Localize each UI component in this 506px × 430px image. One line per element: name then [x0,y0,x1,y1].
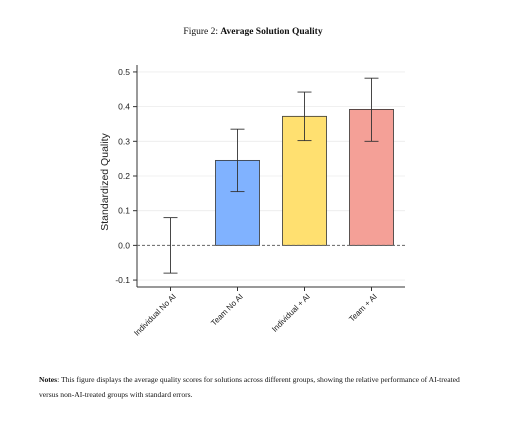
notes-text: : This figure displays the average quali… [39,375,460,399]
notes-label: Notes [39,375,58,384]
figure-title-text: Average Solution Quality [220,27,323,37]
figure-notes: Notes: This figure displays the average … [39,373,479,402]
y-tick-label: 0.3 [118,136,130,146]
x-tick-label: Team No AI [209,292,245,328]
y-tick-label: 0.4 [118,102,130,112]
x-tick-label: Team + AI [347,292,379,324]
figure-number: Figure 2: [183,27,218,37]
y-tick-label: 0.2 [118,171,130,181]
y-tick-label: 0.5 [118,67,130,77]
y-axis-title: Standardized Quality [99,133,111,231]
bar-chart: -0.1 0.0 0.1 0.2 0.3 0.4 0.5 Standardized Quali… [99,65,405,338]
y-tick-label: 0.0 [118,240,130,250]
y-tick-label: 0.1 [118,206,130,216]
x-tick-label: Individual No AI [132,292,178,338]
x-tick-label: Individual + AI [270,292,312,334]
figure-title: Figure 2: Average Solution Quality [0,27,506,37]
y-tick-label: -0.1 [115,275,130,285]
